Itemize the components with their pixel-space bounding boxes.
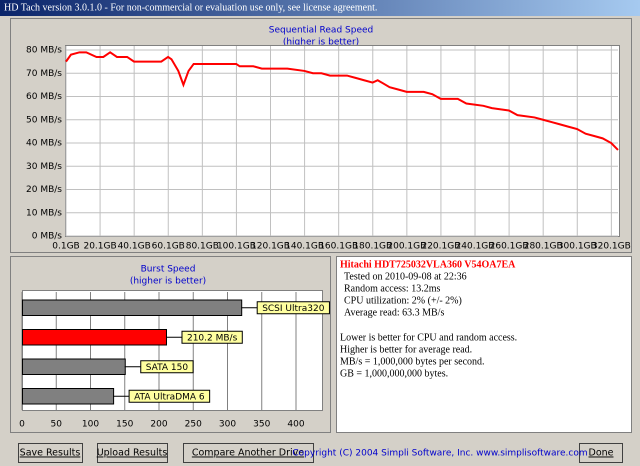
note-line: MB/s = 1,000,000 bytes per second. <box>340 356 485 367</box>
read-line <box>65 51 619 151</box>
x-tick-label: 220.1GB <box>421 242 460 252</box>
window-title: HD Tach version 3.0.1.0 - For non-commer… <box>4 2 377 13</box>
bar-label: 210.2 MB/s <box>187 333 238 343</box>
x-tick-label: 0.1GB <box>52 242 79 252</box>
x-tick-label: 150 <box>116 420 133 430</box>
x-tick-label: 0 <box>19 420 25 430</box>
x-tick-label: 120.1GB <box>251 242 290 252</box>
info-panel <box>336 256 632 433</box>
chart-title: Sequential Read Speed <box>269 26 374 36</box>
info-line: Tested on 2010-09-08 at 22:36 <box>344 271 467 282</box>
chart-subtitle: (higher is better) <box>130 277 206 287</box>
x-tick-label: 140.1GB <box>285 242 324 252</box>
note-line: GB = 1,000,000,000 bytes. <box>340 368 448 379</box>
x-tick-label: 300.1GB <box>558 242 597 252</box>
button-label[interactable]: Done <box>589 448 614 459</box>
x-tick-label: 300 <box>219 420 236 430</box>
bar <box>22 388 115 405</box>
x-tick-label: 250 <box>185 420 202 430</box>
bar-label: ATA UltraDMA 6 <box>134 392 205 402</box>
bar <box>22 329 167 346</box>
info-line: Average read: 63.3 MB/s <box>344 307 444 318</box>
note-line: Higher is better for average read. <box>340 344 472 355</box>
y-tick-label: 20 MB/s <box>26 185 62 195</box>
x-tick-label: 180.1GB <box>353 242 392 252</box>
button[interactable]: Done <box>579 443 623 463</box>
x-tick-label: 40.1GB <box>118 242 151 252</box>
label-box <box>128 389 211 403</box>
info-line: CPU utilization: 2% (+/- 2%) <box>344 295 462 306</box>
x-tick-label: 320.1GB <box>592 242 631 252</box>
x-tick-label: 200 <box>150 420 167 430</box>
chart-title: Burst Speed <box>141 265 196 275</box>
bar-label: SCSI Ultra320 <box>262 304 325 314</box>
plot-area <box>65 45 620 237</box>
chart-subtitle: (higher is better) <box>283 38 359 48</box>
y-tick-label: 40 MB/s <box>26 139 62 149</box>
x-tick-label: 200.1GB <box>387 242 426 252</box>
button-label[interactable]: Upload Results <box>97 448 168 459</box>
button[interactable]: Upload Results <box>97 443 168 463</box>
info-line: Random access: 13.2ms <box>344 283 440 294</box>
title-bar <box>0 0 640 16</box>
y-tick-label: 60 MB/s <box>26 92 62 102</box>
label-box <box>181 330 243 344</box>
x-tick-label: 350 <box>253 420 270 430</box>
x-tick-label: 280.1GB <box>524 242 563 252</box>
x-tick-label: 240.1GB <box>456 242 495 252</box>
note-line: Lower is better for CPU and random acces… <box>340 332 517 343</box>
bar-label: SATA 150 <box>146 363 189 373</box>
x-tick-label: 80.1GB <box>186 242 219 252</box>
y-tick-label: 80 MB/s <box>26 46 62 56</box>
x-tick-label: 60.1GB <box>152 242 185 252</box>
label-box <box>140 360 194 374</box>
x-tick-label: 50 <box>51 420 63 430</box>
y-tick-label: 50 MB/s <box>26 115 62 125</box>
x-tick-label: 160.1GB <box>319 242 358 252</box>
x-tick-label: 20.1GB <box>83 242 116 252</box>
y-tick-label: 70 MB/s <box>26 69 62 79</box>
x-tick-label: 100 <box>82 420 99 430</box>
copyright: Copyright (C) 2004 Simpli Software, Inc.… <box>292 449 587 459</box>
x-tick-label: 260.1GB <box>490 242 529 252</box>
y-tick-label: 30 MB/s <box>26 162 62 172</box>
y-tick-label: 10 MB/s <box>26 208 62 218</box>
button[interactable]: Save Results <box>18 443 83 463</box>
y-tick-label: 0 MB/s <box>32 232 63 242</box>
button-label[interactable]: Save Results <box>20 448 81 459</box>
button[interactable]: Compare Another Drive <box>183 443 314 463</box>
x-tick-label: 400 <box>287 420 304 430</box>
x-tick-label: 100.1GB <box>217 242 256 252</box>
label-box <box>256 301 330 315</box>
drive-name: Hitachi HDT725032VLA360 V54OA7EA <box>340 259 516 270</box>
bar <box>22 358 126 375</box>
button-label[interactable]: Compare Another Drive <box>192 448 304 459</box>
bar <box>22 299 243 316</box>
